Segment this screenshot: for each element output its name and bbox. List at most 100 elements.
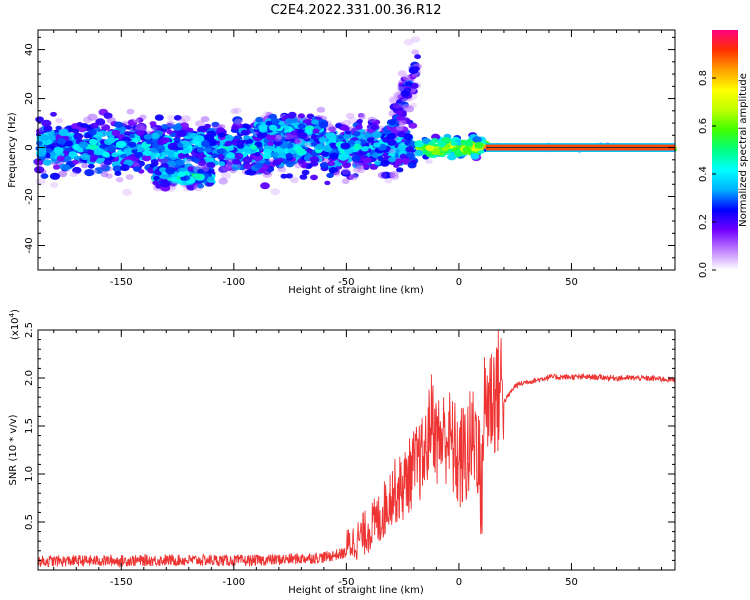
spectral-cell <box>293 138 301 144</box>
spectral-cell <box>353 143 362 150</box>
spectral-cell <box>262 170 273 178</box>
spectral-cell <box>345 130 352 135</box>
spectral-cell <box>351 155 361 162</box>
spectral-cell <box>106 117 117 124</box>
spectral-cell <box>327 126 337 133</box>
spectral-cell <box>362 163 369 169</box>
spectral-cell <box>306 148 313 153</box>
spectral-cell <box>236 140 245 146</box>
spectral-cell <box>372 119 381 125</box>
spectral-cell <box>366 137 375 143</box>
spectral-cell <box>184 147 191 153</box>
spectral-cell <box>277 157 284 163</box>
spectral-cell <box>285 173 293 179</box>
spectral-cell <box>153 175 160 181</box>
snr-panel: -150 -100 -50 0 50 0.5 1.0 1.5 2.0 2.5 Height of … <box>8 309 676 596</box>
spectral-cell <box>34 166 45 174</box>
spectral-cell <box>254 162 264 169</box>
spectral-cell <box>197 183 205 189</box>
snr-y-axis-label: SNR (10 * v/v) <box>8 414 19 485</box>
colorbar-tick-label: 0.2 <box>698 214 709 230</box>
spectral-cell <box>398 120 406 126</box>
spectral-cell <box>224 165 233 172</box>
spectral-cell <box>216 148 225 155</box>
spectral-cell <box>381 171 391 179</box>
spectral-cell <box>353 131 361 137</box>
spectral-cell <box>124 131 131 136</box>
spectral-cell <box>121 120 129 126</box>
spectral-cell <box>242 156 253 164</box>
spectral-cell <box>220 171 231 180</box>
spectral-cell <box>72 166 82 174</box>
spectral-cell <box>218 161 226 167</box>
spectral-cell <box>410 36 421 43</box>
x-tick-label: -50 <box>338 577 354 588</box>
spectral-cell <box>72 128 80 134</box>
spectral-cell <box>397 70 407 77</box>
spectral-cell <box>155 144 166 152</box>
snr-x-axis-label: Height of straight line (km) <box>288 585 424 596</box>
spectral-cell <box>400 76 408 82</box>
spectral-cell <box>179 122 189 129</box>
spectral-cell <box>470 153 480 160</box>
spectral-cell <box>207 176 215 182</box>
spectral-cell <box>151 126 159 132</box>
spectral-cell <box>318 121 329 129</box>
spectral-cell <box>312 128 320 134</box>
spectrogram-heatmap <box>33 36 677 196</box>
spectral-cell <box>333 171 341 177</box>
spectral-cell <box>414 140 424 148</box>
spectral-cell <box>143 149 152 156</box>
spectral-cell <box>101 124 111 131</box>
y-tick-label: 20 <box>24 92 35 105</box>
spectral-cell <box>195 173 202 179</box>
spectral-cell <box>234 118 243 125</box>
spectral-cell <box>371 125 378 130</box>
spectral-cell <box>284 133 294 140</box>
spectral-cell <box>262 153 272 159</box>
spectral-cell <box>181 115 191 122</box>
spectral-cell <box>254 152 261 157</box>
snr-series-line <box>37 329 676 568</box>
spectral-cell <box>63 155 72 162</box>
spectral-cell <box>347 139 356 146</box>
spectral-cell <box>360 146 369 152</box>
spectral-cell <box>186 127 194 133</box>
spectral-cell <box>129 128 137 133</box>
spectral-cell <box>180 176 188 181</box>
spectral-cell <box>318 136 327 143</box>
spectral-cell <box>95 118 106 126</box>
spectral-cell <box>343 134 351 140</box>
spectral-cell <box>159 167 167 173</box>
spectral-cell <box>328 126 337 133</box>
spectral-cell <box>139 114 147 120</box>
spectral-cell <box>403 133 413 141</box>
spectral-cell <box>436 140 447 148</box>
spectral-cell <box>267 141 274 146</box>
spectral-cell <box>132 161 140 167</box>
spectral-cell <box>299 174 308 180</box>
spectral-cell <box>351 161 359 167</box>
spectral-cell <box>36 140 43 146</box>
spectral-cell <box>277 166 287 173</box>
x-tick-label: -50 <box>338 277 354 288</box>
y-tick-label: 2.5 <box>24 322 35 338</box>
spectral-cell <box>150 132 160 140</box>
x-tick-label: 50 <box>565 577 578 588</box>
spectral-cell <box>122 188 133 196</box>
spectral-cell <box>243 163 252 170</box>
spectral-cell <box>270 117 279 124</box>
spectral-cell <box>246 138 254 144</box>
spectral-cell <box>208 140 217 147</box>
spectral-cell <box>175 159 185 167</box>
spectral-cell <box>403 38 414 46</box>
snr-background <box>38 330 675 570</box>
spectral-cell <box>49 172 61 180</box>
spectral-cell <box>325 132 337 140</box>
spectral-cell <box>195 152 205 160</box>
spectral-cell <box>135 117 144 123</box>
spectral-cell <box>217 132 226 138</box>
spectral-cell <box>407 162 417 169</box>
colorbar-label: Normalized spectral amplitude <box>738 73 749 227</box>
